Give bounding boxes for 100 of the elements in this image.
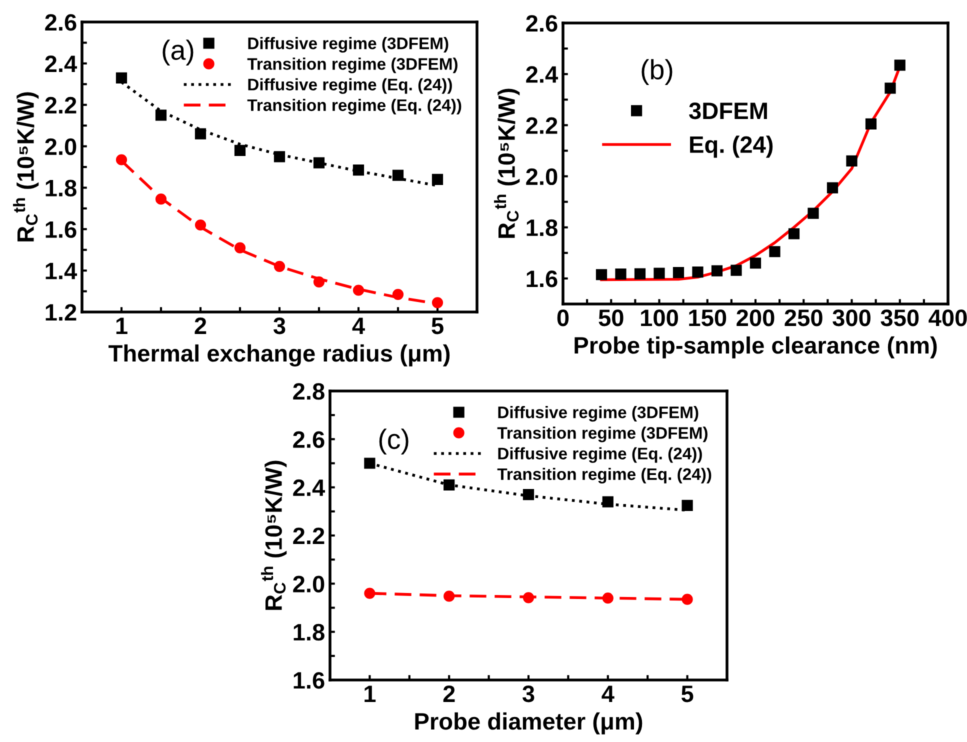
y-tick-label: 2.4 [293,479,326,496]
x-tick-label: 100 [641,309,678,326]
x-tick-label: 250 [784,309,822,326]
point [596,269,608,280]
point [522,592,534,604]
legend-label: Diffusive regime (Eq. (24)) [498,447,702,463]
x-tick-label: 150 [689,309,726,326]
y-tick-label: 1.6 [46,221,76,238]
point [846,155,858,166]
y-tick-label: 2.2 [526,117,558,134]
y-tick-label: 1.6 [294,672,324,689]
y-tick-label: 2.6 [45,14,76,31]
point [432,174,444,185]
point [634,268,646,280]
point [444,479,455,490]
y-tick-label: 1.8 [46,180,76,196]
x-tick-label: 3 [273,317,286,334]
y-axis-title: R$_{C}$$^{th}$ (10⁵K/W) [494,88,520,238]
x-tick-label: 4 [352,318,365,334]
x-tick-label: 2 [194,317,206,334]
legend-label: Diffusive regime (3DFEM) [248,37,448,53]
y-tick-label: 2.4 [526,66,558,83]
y-axis-title: R$_{C}$$^{th}$ (10⁵K/W) [261,460,287,610]
legend-label: Transition regime (Eq. (24)) [247,98,462,114]
point [116,72,128,84]
point [788,228,800,240]
y-tick-label: 2.8 [293,383,324,400]
point [352,284,364,296]
point [672,267,684,278]
y-tick-label: 2.2 [293,528,324,544]
x-tick-label: 300 [832,309,870,326]
point [194,219,206,231]
y-tick-label: 2.0 [45,138,76,156]
x-axis-title: Thermal exchange radius (μm) [108,344,450,367]
x-tick-label: 2 [443,685,455,702]
y-axis-title: R$_{C}$$^{th}$ (10⁵K/W) [13,92,39,242]
annotation: (c) [379,428,408,455]
point [274,151,286,162]
y-tick-label: 2.6 [526,15,558,32]
x-tick-label: 5 [681,686,694,702]
y-tick-label: 2.2 [45,96,76,114]
annotation: (a) [162,40,194,66]
point [155,110,167,121]
point [522,489,534,500]
y-tick-label: 1.2 [46,304,76,321]
x-tick-label: 5 [432,318,444,334]
y-tick-label: 2.0 [293,576,324,592]
y-tick-label: 1.8 [294,624,324,641]
point [313,157,325,168]
point [692,266,704,278]
point [392,170,404,181]
point [865,118,877,130]
point [352,164,364,176]
y-tick-label: 1.6 [526,270,558,288]
legend-label: Diffusive regime (Eq. (24)) [248,78,452,94]
point [364,458,376,469]
point [654,268,665,279]
y-tick-label: 1.4 [46,262,78,280]
point [444,590,455,602]
point [894,60,906,71]
point [769,246,780,258]
point [682,500,693,511]
point [234,144,246,156]
x-tick-label: 4 [602,686,614,702]
x-tick-label: 200 [736,309,774,326]
point [602,496,614,508]
x-tick-label: 1 [364,686,376,702]
point [615,268,626,280]
x-tick-label: 350 [880,309,919,326]
x-tick-label: 3 [522,685,534,702]
point [711,265,723,276]
point [313,276,325,288]
y-tick-label: 2.4 [45,55,78,72]
point [364,588,376,599]
point [432,297,444,308]
legend-label: Eq. (24) [690,136,773,158]
annotation: (b) [642,59,672,85]
point [234,242,246,254]
x-tick-label: 1 [116,318,128,334]
x-tick-label: 400 [928,309,967,326]
point [682,594,693,605]
legend-label: Transition regime (3DFEM) [497,426,708,442]
y-tick-label: 2.0 [526,168,558,186]
x-axis-title: Probe tip-sample clearance (nm) [574,336,937,358]
point [730,264,742,276]
y-tick-label: 1.8 [526,219,558,236]
point [808,208,819,219]
x-tick-label: 50 [598,309,624,326]
legend-label: Transition regime (Eq. (24)) [497,468,712,484]
point [750,258,762,269]
point [826,182,838,194]
point [274,260,286,272]
x-axis-title: Probe diameter (μm) [415,712,642,734]
point [116,154,128,166]
point [155,194,167,205]
point [602,592,614,604]
point [392,288,404,300]
point [884,82,896,94]
y-tick-label: 2.6 [293,431,324,448]
legend-label: Diffusive regime (3DFEM) [498,406,698,422]
